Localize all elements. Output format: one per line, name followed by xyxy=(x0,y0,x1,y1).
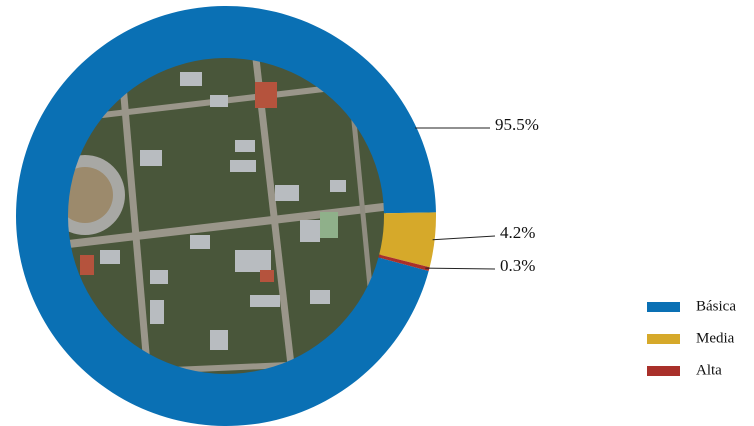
leader-line xyxy=(425,267,496,270)
legend-swatch xyxy=(647,302,680,312)
data-label: 95.5% xyxy=(495,115,539,134)
leader-line xyxy=(432,235,496,241)
legend-swatch xyxy=(647,334,680,344)
donut-slice xyxy=(378,254,430,272)
donut-slice xyxy=(379,212,436,268)
legend-label: Alta xyxy=(696,362,722,378)
legend-label: Media xyxy=(696,330,735,346)
legend-swatch xyxy=(647,366,680,376)
data-label: 0.3% xyxy=(500,256,535,275)
data-label: 4.2% xyxy=(500,223,535,242)
legend-label: Básica xyxy=(696,298,736,314)
aerial-photo xyxy=(66,56,386,376)
